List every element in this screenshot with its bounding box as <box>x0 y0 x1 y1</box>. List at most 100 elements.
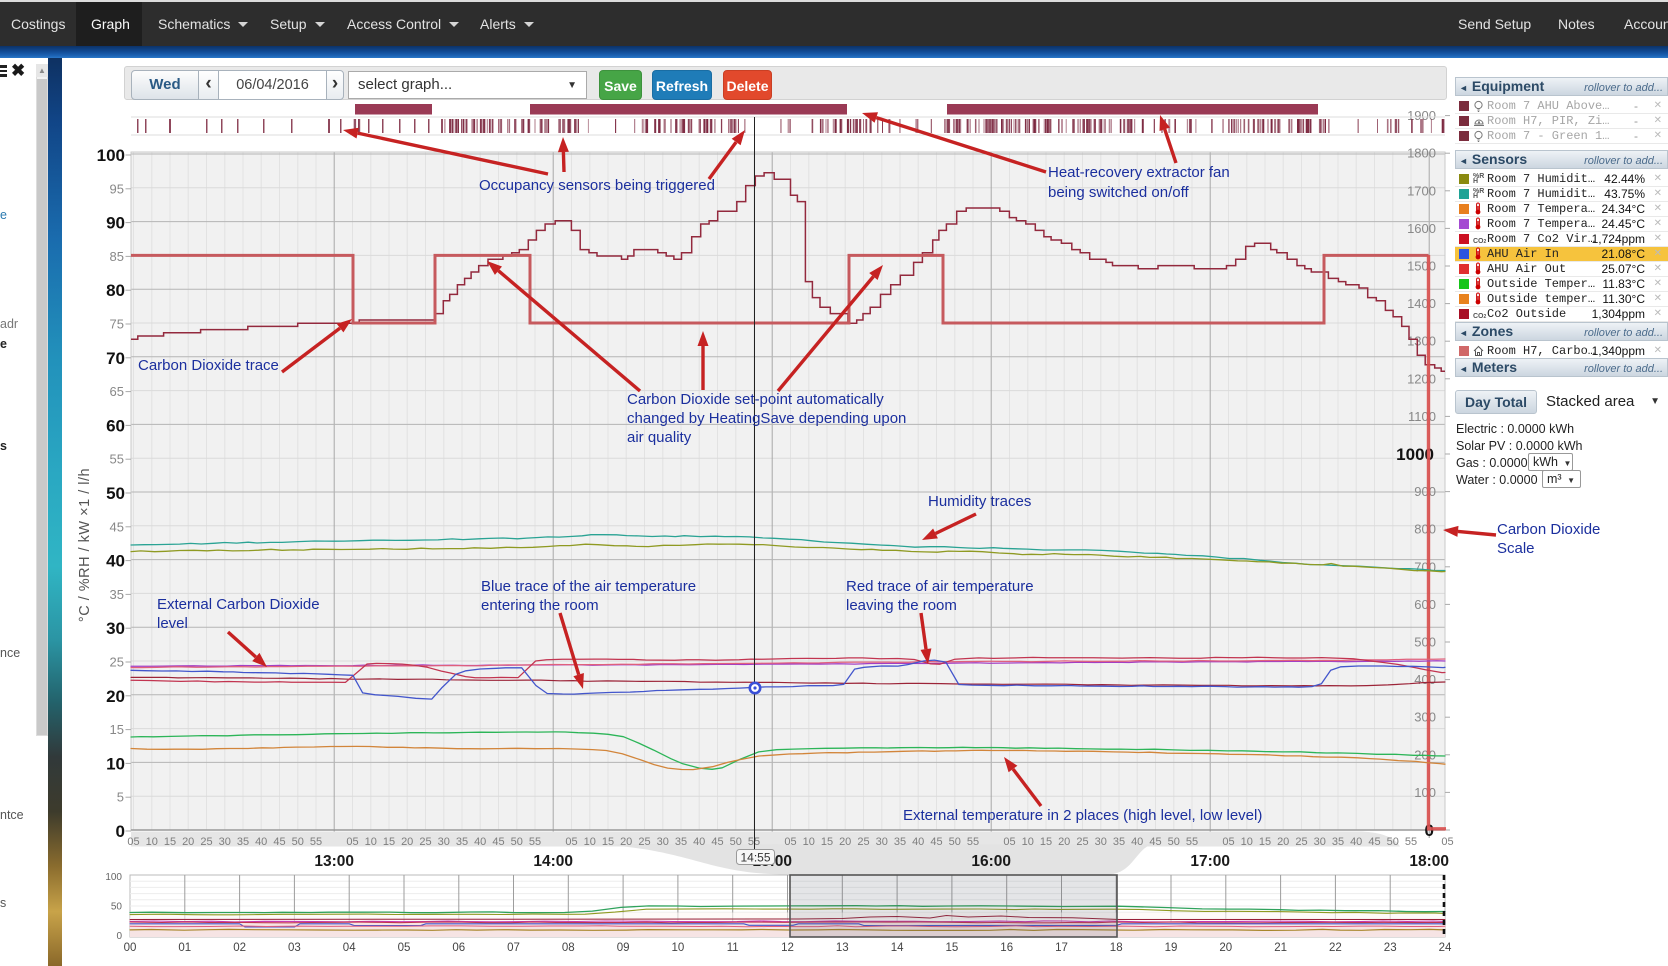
svg-text:55: 55 <box>1405 836 1417 848</box>
svg-text:05: 05 <box>1003 836 1015 848</box>
svg-text:10: 10 <box>146 836 158 848</box>
svg-text:External Carbon Dioxide: External Carbon Dioxide <box>157 596 320 613</box>
svg-text:50: 50 <box>106 484 125 503</box>
svg-text:1100: 1100 <box>1408 409 1436 424</box>
svg-text:400: 400 <box>1414 672 1436 687</box>
svg-text:600: 600 <box>1414 597 1436 612</box>
svg-text:700: 700 <box>1414 559 1436 574</box>
svg-text:30: 30 <box>106 619 125 638</box>
svg-text:40: 40 <box>912 836 924 848</box>
svg-text:500: 500 <box>1414 635 1436 650</box>
svg-text:1700: 1700 <box>1407 183 1436 198</box>
svg-text:50: 50 <box>292 836 304 848</box>
svg-text:35: 35 <box>1332 836 1344 848</box>
svg-text:85: 85 <box>110 249 124 264</box>
svg-text:800: 800 <box>1414 522 1436 537</box>
svg-text:30: 30 <box>1095 836 1107 848</box>
svg-text:55: 55 <box>1186 836 1198 848</box>
svg-text:14: 14 <box>891 942 904 954</box>
svg-text:00: 00 <box>124 942 137 954</box>
svg-text:30: 30 <box>1314 836 1326 848</box>
svg-text:35: 35 <box>1113 836 1125 848</box>
svg-text:22: 22 <box>1329 942 1342 954</box>
svg-text:Scale: Scale <box>1497 540 1535 557</box>
svg-text:24: 24 <box>1439 942 1452 954</box>
svg-text:35: 35 <box>110 587 124 602</box>
svg-text:Heat-recovery extractor fan: Heat-recovery extractor fan <box>1048 164 1230 181</box>
svg-text:100: 100 <box>97 146 125 165</box>
svg-text:50: 50 <box>1387 836 1399 848</box>
svg-text:1800: 1800 <box>1407 146 1436 161</box>
svg-text:10: 10 <box>1022 836 1034 848</box>
svg-text:10: 10 <box>803 836 815 848</box>
svg-text:75: 75 <box>110 317 124 332</box>
svg-text:20: 20 <box>182 836 194 848</box>
svg-text:45: 45 <box>492 836 504 848</box>
svg-text:1500: 1500 <box>1407 259 1436 274</box>
svg-text:17: 17 <box>1055 942 1068 954</box>
svg-text:300: 300 <box>1414 710 1436 725</box>
svg-text:40: 40 <box>255 836 267 848</box>
svg-text:30: 30 <box>876 836 888 848</box>
svg-text:Occupancy sensors being trigge: Occupancy sensors being triggered <box>479 177 715 194</box>
svg-text:20: 20 <box>1219 942 1232 954</box>
svg-text:05: 05 <box>398 942 411 954</box>
svg-text:13: 13 <box>836 942 849 954</box>
svg-text:20: 20 <box>401 836 413 848</box>
svg-text:10: 10 <box>672 942 685 954</box>
svg-text:95: 95 <box>110 181 124 196</box>
svg-text:01: 01 <box>178 942 191 954</box>
svg-text:09: 09 <box>617 942 630 954</box>
svg-text:35: 35 <box>237 836 249 848</box>
svg-text:15: 15 <box>821 836 833 848</box>
svg-text:50: 50 <box>730 836 742 848</box>
svg-text:45: 45 <box>1368 836 1380 848</box>
svg-text:45: 45 <box>930 836 942 848</box>
svg-text:25: 25 <box>1076 836 1088 848</box>
svg-text:25: 25 <box>1295 836 1307 848</box>
svg-text:10: 10 <box>1241 836 1253 848</box>
svg-text:18:00: 18:00 <box>1409 853 1449 870</box>
svg-text:16: 16 <box>1000 942 1013 954</box>
svg-text:level: level <box>157 615 188 632</box>
svg-text:35: 35 <box>894 836 906 848</box>
svg-text:10: 10 <box>365 836 377 848</box>
svg-text:25: 25 <box>638 836 650 848</box>
svg-text:40: 40 <box>1131 836 1143 848</box>
svg-text:40: 40 <box>1350 836 1362 848</box>
svg-text:100: 100 <box>105 872 122 883</box>
svg-text:05: 05 <box>1441 836 1453 848</box>
svg-text:15: 15 <box>946 942 959 954</box>
svg-text:1200: 1200 <box>1407 371 1436 386</box>
svg-text:15: 15 <box>1040 836 1052 848</box>
svg-text:60: 60 <box>106 416 125 435</box>
svg-text:45: 45 <box>273 836 285 848</box>
svg-text:11: 11 <box>727 942 739 954</box>
svg-text:30: 30 <box>657 836 669 848</box>
svg-text:50: 50 <box>949 836 961 848</box>
svg-text:Red trace of air temperature: Red trace of air temperature <box>846 578 1034 595</box>
svg-text:50: 50 <box>111 902 123 913</box>
svg-text:10: 10 <box>106 754 125 773</box>
svg-text:80: 80 <box>106 281 125 300</box>
svg-text:30: 30 <box>438 836 450 848</box>
svg-text:20: 20 <box>1277 836 1289 848</box>
svg-text:25: 25 <box>419 836 431 848</box>
svg-text:100: 100 <box>1414 785 1436 800</box>
svg-text:40: 40 <box>106 552 125 571</box>
svg-text:17:00: 17:00 <box>1190 853 1230 870</box>
svg-text:13:00: 13:00 <box>314 853 354 870</box>
svg-text:Humidity traces: Humidity traces <box>928 493 1031 510</box>
svg-text:05: 05 <box>784 836 796 848</box>
svg-text:21: 21 <box>1274 942 1287 954</box>
svg-text:45: 45 <box>110 519 124 534</box>
svg-text:19: 19 <box>1165 942 1178 954</box>
svg-text:15: 15 <box>164 836 176 848</box>
svg-text:50: 50 <box>511 836 523 848</box>
svg-text:05: 05 <box>1222 836 1234 848</box>
svg-text:90: 90 <box>106 214 125 233</box>
svg-text:23: 23 <box>1384 942 1397 954</box>
svg-text:55: 55 <box>110 452 124 467</box>
svg-text:40: 40 <box>474 836 486 848</box>
svg-text:Carbon Dioxide: Carbon Dioxide <box>1497 521 1600 538</box>
